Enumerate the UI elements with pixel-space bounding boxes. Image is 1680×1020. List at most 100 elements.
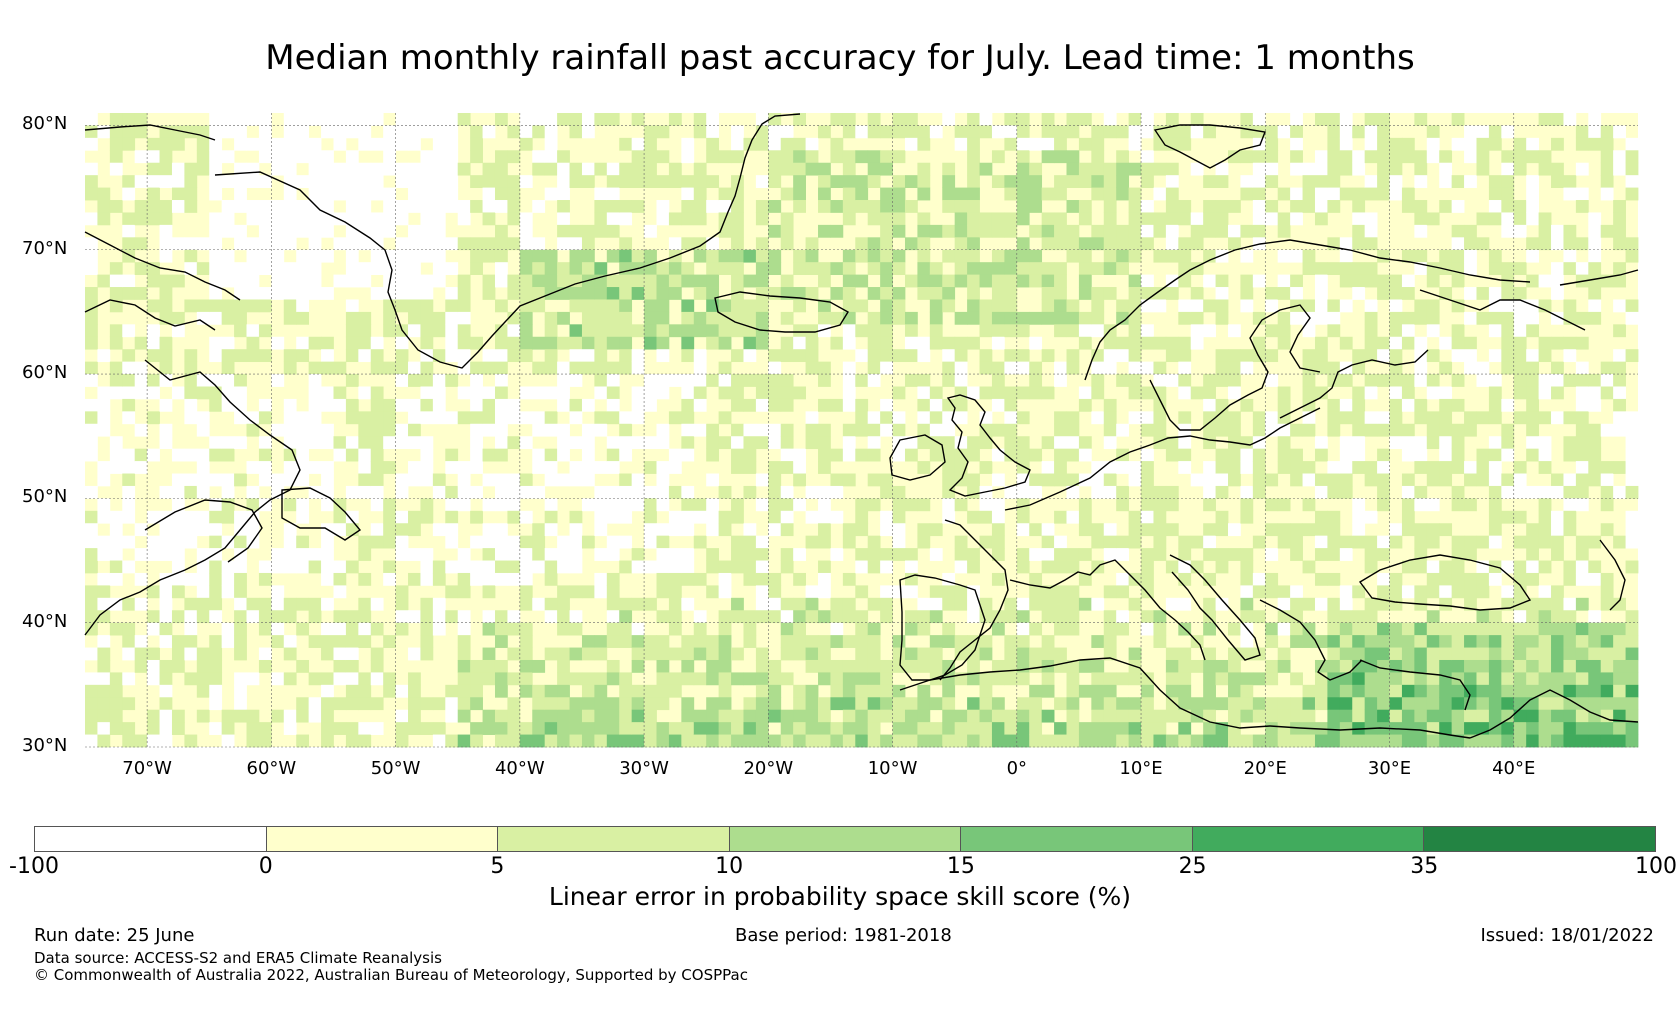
skill-cell [445, 237, 459, 251]
skill-cell [482, 249, 496, 263]
skill-cell [1091, 635, 1105, 648]
skill-cell [234, 299, 247, 313]
skill-cell [507, 535, 521, 549]
skill-cell [718, 523, 732, 537]
skill-cell [308, 336, 322, 350]
skill-cell [818, 175, 831, 188]
skill-cell [109, 374, 123, 387]
skill-cell [1339, 473, 1353, 487]
skill-cell [1339, 734, 1353, 748]
skill-cell [1066, 175, 1080, 188]
skill-cell [731, 398, 744, 412]
skill-cell [221, 311, 235, 325]
skill-cell [1389, 647, 1403, 661]
skill-cell [532, 597, 546, 611]
skill-cell [1165, 200, 1179, 213]
skill-cell [184, 386, 198, 400]
skill-cell [85, 485, 98, 499]
skill-cell [1439, 461, 1453, 474]
skill-cell [1054, 548, 1067, 561]
skill-cell [1551, 361, 1564, 375]
skill-cell [234, 200, 247, 213]
skill-cell [581, 324, 595, 338]
skill-cell [321, 734, 334, 748]
skill-cell [1190, 237, 1204, 251]
skill-cell [867, 498, 881, 512]
skill-cell [743, 398, 757, 412]
skill-cell [917, 249, 931, 263]
skill-cell [1464, 175, 1477, 188]
skill-cell [470, 361, 483, 375]
skill-cell [1625, 162, 1639, 176]
skill-cell [432, 473, 446, 487]
skill-cell [954, 585, 968, 599]
skill-cell [606, 212, 620, 226]
skill-cell [1128, 473, 1142, 487]
skill-cell [85, 398, 98, 412]
skill-cell [457, 411, 471, 425]
skill-cell [1128, 349, 1142, 363]
skill-cell [283, 461, 297, 474]
skill-cell [234, 709, 247, 723]
skill-cell [1265, 473, 1279, 487]
skill-cell [1476, 361, 1490, 375]
skill-cell [246, 299, 260, 313]
skill-cell [904, 374, 918, 387]
skill-cell [1153, 722, 1167, 735]
skill-cell [519, 113, 533, 126]
skill-cell [122, 324, 136, 338]
skill-cell [1041, 274, 1055, 288]
skill-cell [1600, 162, 1614, 176]
skill-cell [420, 274, 434, 288]
skill-cell [507, 548, 521, 561]
skill-cell [1228, 734, 1241, 748]
skill-cell [134, 734, 148, 748]
skill-cell [97, 610, 111, 624]
skill-cell [271, 137, 285, 151]
skill-cell [619, 175, 633, 188]
skill-cell [830, 510, 844, 524]
skill-cell [321, 622, 334, 636]
skill-cell [271, 237, 285, 251]
skill-cell [395, 684, 409, 698]
skill-cell [159, 610, 173, 624]
skill-cell [1327, 113, 1341, 126]
skill-cell [1215, 162, 1229, 176]
skill-cell [867, 212, 881, 226]
skill-cell [967, 697, 980, 711]
skill-cell [681, 187, 695, 201]
skill-cell [1352, 423, 1366, 437]
skill-cell [954, 411, 968, 425]
skill-cell [519, 585, 533, 599]
skill-cell [706, 448, 720, 462]
skill-cell [644, 709, 657, 723]
skill-cell [1451, 324, 1465, 338]
skill-cell [880, 585, 893, 599]
skill-cell [109, 162, 123, 176]
skill-cell [333, 610, 347, 624]
skill-cell [1165, 113, 1179, 126]
skill-cell [904, 436, 918, 450]
skill-cell [1078, 597, 1092, 611]
skill-cell [432, 398, 446, 412]
skill-cell [1141, 684, 1154, 698]
skill-cell [1426, 523, 1440, 537]
skill-cell [296, 535, 310, 549]
skill-cell [296, 709, 310, 723]
skill-cell [1488, 349, 1502, 363]
skill-cell [383, 398, 396, 412]
skill-cell [830, 722, 844, 735]
skill-cell [1116, 585, 1130, 599]
skill-cell [345, 274, 359, 288]
skill-cell [1091, 237, 1105, 251]
skill-cell [1277, 125, 1291, 139]
skill-cell [97, 461, 111, 474]
skill-cell [258, 349, 272, 363]
skill-cell [1600, 150, 1614, 164]
skill-cell [1078, 523, 1092, 537]
skill-cell [656, 473, 670, 487]
skill-cell [507, 560, 521, 574]
skill-cell [147, 510, 160, 524]
skill-cell [358, 162, 372, 176]
skill-cell [1004, 672, 1018, 686]
